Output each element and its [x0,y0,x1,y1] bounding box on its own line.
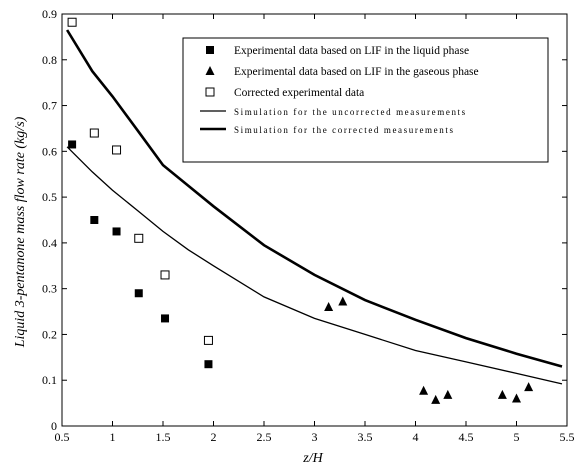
data-point-1 [443,389,453,399]
x-tick-label: 5 [514,430,520,444]
y-tick-label: 0.2 [42,327,57,341]
data-point-0 [68,140,77,149]
data-point-0 [90,216,99,224]
x-tick-label: 3 [312,430,318,444]
data-point-1 [338,296,348,306]
y-tick-label: 0.4 [42,236,57,250]
x-tick-label: 4 [413,430,419,444]
data-point-0 [161,314,170,323]
x-tick-label: 2.5 [257,430,272,444]
series-line-4 [65,29,563,368]
legend-label-1: Experimental data based on LIF in the ga… [234,66,479,78]
data-point-0 [112,227,121,236]
x-tick-label: 1 [110,430,116,444]
data-point-2 [203,335,213,345]
x-tick-label: 3.5 [358,430,373,444]
y-tick-label: 0.1 [42,373,57,387]
data-point-2 [89,128,99,138]
data-point-2 [112,145,122,155]
y-tick-label: 0.7 [42,99,57,113]
data-point-1 [524,382,534,392]
x-tick-label: 1.5 [156,430,171,444]
data-point-1 [497,389,507,399]
y-tick-label: 0.6 [42,144,57,158]
y-tick-label: 0.9 [42,7,57,21]
x-tick-label: 2 [211,430,217,444]
x-tick-label: 0.5 [55,430,70,444]
x-tick-label: 5.5 [560,430,575,444]
legend-marker-0 [206,46,214,54]
x-tick-label: 4.5 [459,430,474,444]
data-point-1 [431,394,441,404]
data-point-0 [204,360,213,369]
data-point-2 [134,233,144,243]
data-point-1 [324,301,334,311]
legend-label-3: Simulation for the uncorrected measureme… [234,107,467,117]
y-tick-label: 0.5 [42,190,57,204]
data-point-2 [67,17,77,27]
data-point-2 [160,270,170,280]
y-tick-label: 0 [51,419,57,433]
legend-marker-2 [205,87,215,97]
y-tick-label: 0.8 [42,53,57,67]
y-tick-label: 0.3 [42,282,57,296]
legend-label-2: Corrected experimental data [234,87,364,99]
legend-box [182,37,549,163]
data-point-1 [419,385,429,395]
legend-marker-1 [205,66,215,75]
series-line-3 [66,146,563,385]
data-point-1 [512,393,521,403]
data-point-0 [134,289,143,298]
legend-label-0: Experimental data based on LIF in the li… [234,45,469,57]
x-axis-title: z/H [302,451,323,466]
legend-label-4: Simulation for the corrected measurement… [234,125,455,135]
y-axis-title: Liquid 3-pentanone mass flow rate (kg/s) [13,116,28,348]
